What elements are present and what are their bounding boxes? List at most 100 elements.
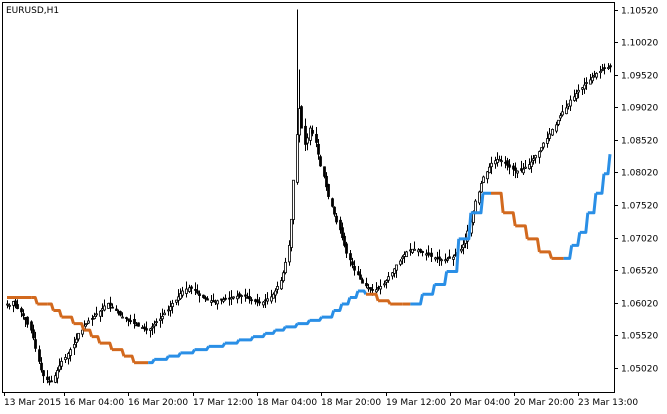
candle-body [419,248,422,252]
candle-body [601,69,604,71]
symbol-label: EURUSD,H1 [6,6,59,16]
candle-body [542,142,545,148]
indicator-up-segment [579,212,590,234]
candle-body [190,286,193,289]
price-axis: 1.10520 1.10020 1.09520 1.09020 1.08520 1.080… [614,7,658,375]
candle-body [411,248,414,253]
candle-body [169,306,172,311]
candle-body [391,272,394,277]
candle-body [212,300,215,302]
indicator-up-segment [410,293,424,306]
candle-body [448,256,451,259]
time-tick-label: 19 Mar 12:00 [386,398,446,408]
candle-body [565,107,568,115]
indicator-down-segment [123,354,136,364]
indicator-down-segment [539,250,553,259]
candle-body [339,219,342,231]
indicator-up-segment [238,335,255,342]
candle-body [486,171,489,180]
candle-body [357,271,360,276]
price-tick-label: 1.08020 [621,169,658,179]
candle-body [577,89,580,93]
candle-body [32,329,35,339]
candle-body [446,258,449,261]
candle-body [506,160,509,166]
candle-body [216,300,219,305]
indicator-up-segment [333,303,344,313]
candle-body [405,251,408,258]
candle-body [256,299,259,303]
candle-body [85,323,88,325]
price-tick-label: 1.06020 [621,300,658,310]
candle-body [325,175,328,188]
candle-body [93,316,96,319]
indicator-up-segment [224,339,241,345]
candle-body [595,72,598,78]
indicator-up-segment [571,232,582,247]
candle-body [127,318,130,321]
candle-body [345,243,348,254]
candle-body [69,349,72,356]
candle-body [198,293,201,296]
time-tick-label: 20 Mar 04:00 [450,398,510,408]
candle-body [508,164,511,168]
indicator-up-segment [253,332,267,339]
candle-body [163,312,166,316]
candle-body [155,321,158,324]
candle-body [270,296,273,302]
indicator-down-segment [31,296,39,305]
candle-body [365,283,368,287]
candle-body [276,286,279,290]
candle-body [369,287,372,290]
indicator-down-segment [91,335,102,344]
candle-body [452,256,455,260]
candle-body [500,160,503,163]
candle-body [99,310,102,317]
price-tick-label: 1.06520 [621,267,658,277]
candle-body [206,298,209,301]
candle-body [546,138,549,144]
candle-body [244,294,247,297]
candle-body [555,124,558,132]
candle-body [438,256,441,260]
candle-body [185,288,188,294]
candle-body [40,362,43,371]
candle-body [119,311,122,316]
time-tick-label: 16 Mar 20:00 [128,398,188,408]
candle-body [401,256,404,260]
candle-body [22,313,25,317]
candle-body [551,129,554,136]
indicator-up-segment [321,310,336,319]
candle-body [73,344,76,349]
candle-body [16,304,19,309]
candle-body [413,248,416,251]
candle-body [540,147,543,152]
indicator-down-segment [365,292,380,302]
candle-body [81,329,84,335]
price-tick-label: 1.09520 [621,72,658,82]
candle-body [522,168,525,174]
candle-body [323,166,326,177]
candle-body [67,353,70,360]
indicator-up-segment [285,322,299,329]
indicator-up-segment [180,348,196,355]
candle-body [327,184,330,197]
indicator-down-segment [515,224,529,240]
candle-body [107,302,110,309]
candle-body [304,125,307,145]
candle-body [282,272,285,282]
candle-body [379,286,382,290]
candle-body [311,129,314,134]
candle-body [371,289,374,291]
price-tick-label: 1.05520 [621,332,658,342]
candle-body [393,268,396,274]
candle-body [482,176,485,183]
candle-body [514,167,517,171]
candle-body [309,127,312,141]
candle-body [569,99,572,107]
time-tick-label: 18 Mar 20:00 [321,398,381,408]
candle-body [460,248,463,252]
candle-body [383,283,386,286]
